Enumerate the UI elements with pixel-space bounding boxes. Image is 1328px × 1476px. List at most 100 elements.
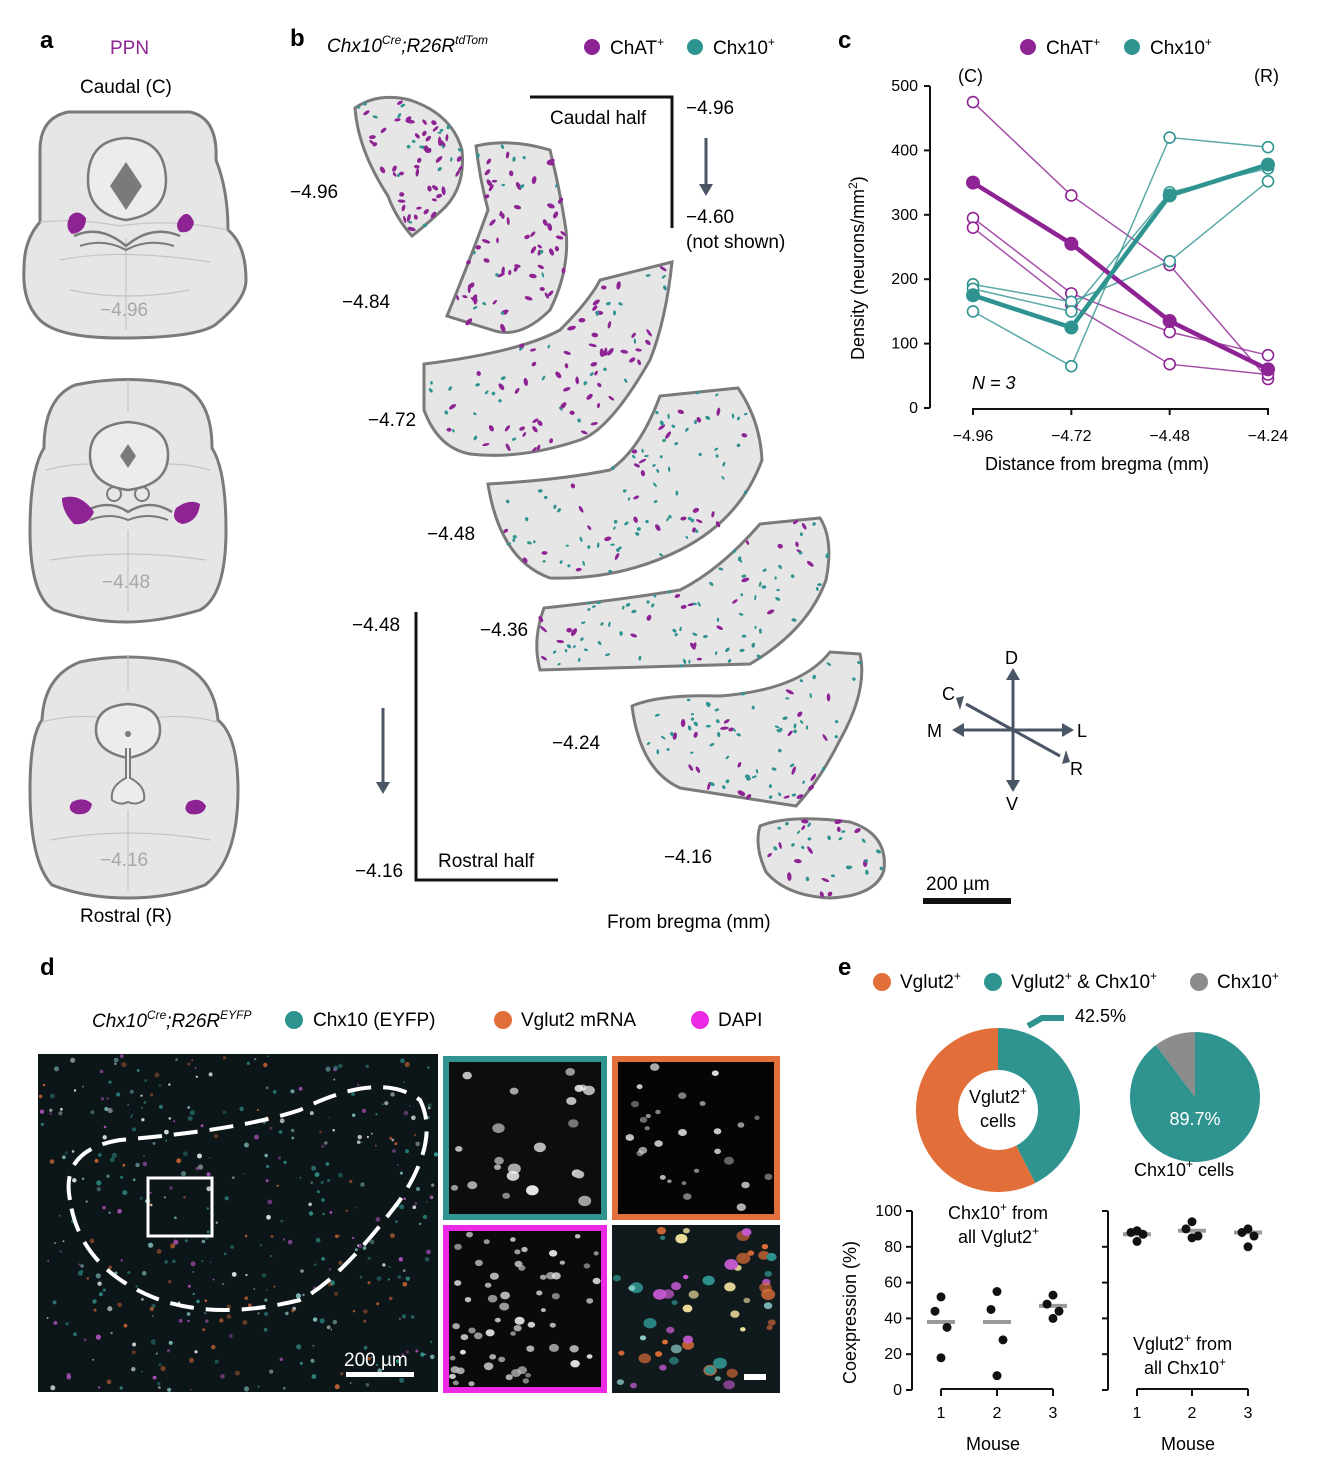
chx10-cell <box>721 475 725 480</box>
chx10-cell <box>739 648 745 652</box>
dapi-nucleus <box>546 1272 556 1280</box>
micrograph-cell <box>135 1162 140 1168</box>
chx10-cell <box>743 490 748 495</box>
merge-cell <box>682 1304 693 1313</box>
dot-x-tick-label: 1 <box>937 1405 946 1422</box>
ppn-label: PPN <box>110 38 149 59</box>
chx10-cell <box>616 548 620 552</box>
micrograph-cell <box>183 1151 188 1157</box>
dapi-nucleus <box>452 1323 460 1330</box>
chat-cell <box>777 543 783 549</box>
micrograph-cell <box>337 1234 341 1238</box>
micrograph-cell <box>370 1132 373 1135</box>
chat-cell <box>505 151 510 159</box>
micrograph-cell <box>367 1356 371 1361</box>
micrograph-cell <box>202 1328 206 1331</box>
chat-cell <box>631 332 636 338</box>
dapi-nucleus <box>510 1331 516 1336</box>
chx10-cell <box>411 139 416 143</box>
micrograph-cell <box>201 1239 206 1244</box>
chat-cell <box>397 100 403 105</box>
chat-cell <box>380 127 387 133</box>
micrograph-cell <box>254 1134 259 1140</box>
micrograph-cell <box>205 1319 209 1323</box>
dot-y-tick-label: 100 <box>875 1203 902 1220</box>
chat-cell <box>563 350 571 355</box>
micrograph-cell <box>425 1200 428 1203</box>
chat-cell <box>680 516 687 521</box>
micrograph-cell <box>109 1157 115 1163</box>
chat-cell <box>413 214 418 220</box>
dot-y-tick-label: 80 <box>884 1239 902 1256</box>
micrograph-cell <box>267 1199 273 1205</box>
micrograph-cell <box>352 1310 356 1313</box>
chx10-cell <box>738 612 744 616</box>
chx10-cell <box>727 658 732 663</box>
chat-cell <box>737 790 746 796</box>
chat-cell <box>445 134 449 142</box>
chat-cell <box>569 410 575 415</box>
chat-cell <box>504 425 511 432</box>
dapi-nucleus <box>450 1366 460 1374</box>
micrograph-cell <box>160 1365 166 1372</box>
micrograph-cell <box>156 1249 162 1254</box>
chx10-cell <box>715 393 719 397</box>
micrograph-cell <box>413 1133 417 1137</box>
chat-cell <box>465 318 473 326</box>
chat-cell <box>508 269 512 276</box>
dapi-nucleus <box>514 1260 523 1268</box>
micrograph-cell <box>212 1278 215 1281</box>
merge-cell <box>612 1274 621 1282</box>
micrograph-cell <box>195 1075 198 1078</box>
chat-cell <box>555 371 562 379</box>
micrograph-cell <box>415 1349 419 1353</box>
micrograph-cell <box>113 1057 119 1063</box>
dot2-title-l2: all Chx10+ <box>1144 1355 1226 1378</box>
ppn-right <box>174 501 200 524</box>
merge-cell <box>639 1335 647 1341</box>
micrograph-cell <box>131 1350 136 1355</box>
chx10-cell <box>791 793 797 797</box>
chx10-cell <box>622 605 625 610</box>
micrograph-cell <box>164 1260 169 1264</box>
chat-cell <box>638 458 647 464</box>
micrograph-cell <box>429 1195 434 1200</box>
micrograph-cell <box>376 1302 380 1306</box>
chx10-cell <box>512 156 516 162</box>
section-b4-label: −4.36 <box>480 620 528 641</box>
chat-cell <box>695 766 701 773</box>
chat-cell <box>695 519 703 524</box>
micrograph-cell <box>256 1108 259 1112</box>
dapi-nucleus <box>489 1354 497 1360</box>
chat-cell <box>432 185 439 191</box>
chx10-cell <box>807 837 812 841</box>
chx10-cell <box>547 344 551 349</box>
micrograph-cell <box>158 1104 163 1109</box>
micrograph-cell <box>285 1311 289 1316</box>
chat-cell <box>560 231 566 236</box>
chx10-cell <box>690 717 695 721</box>
micrograph-cell <box>290 1089 295 1094</box>
chx10-cell <box>755 769 759 774</box>
dapi-nucleus <box>484 1282 492 1288</box>
micrograph-cell <box>231 1272 237 1277</box>
chx10-cell <box>778 564 782 570</box>
micrograph-cell <box>219 1318 224 1323</box>
chat-cell <box>484 169 491 176</box>
chat-cell <box>469 282 475 288</box>
chat-cell <box>556 639 565 644</box>
chx10-cell <box>622 489 627 493</box>
vglut2-cell <box>713 1128 722 1135</box>
legend-d-chx10-marker <box>285 1011 303 1029</box>
micrograph-cell <box>119 1386 123 1390</box>
data-point <box>992 1371 1002 1381</box>
chx10-cell <box>825 552 830 559</box>
chat-cell <box>531 176 537 185</box>
data-point <box>986 1304 996 1314</box>
merge-cell <box>743 1297 751 1304</box>
micrograph-cell <box>49 1108 53 1113</box>
panel-c-label: c <box>838 27 851 54</box>
dapi-nucleus <box>521 1246 528 1253</box>
legend-c-chx10: Chx10+ <box>1150 35 1212 59</box>
chat-cell <box>406 213 411 222</box>
